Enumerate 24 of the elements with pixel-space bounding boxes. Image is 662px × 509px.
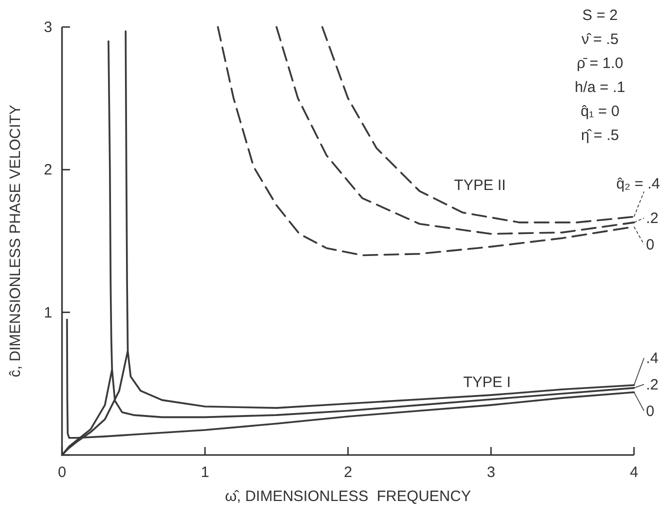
y-tick-label: 3	[44, 19, 52, 36]
text: S = 2	[582, 7, 618, 24]
annotation: TYPE II	[454, 177, 506, 194]
legend-label: 0	[646, 236, 654, 254]
y-tick-label: 1	[44, 304, 52, 322]
x-axis-title: ω̂, DIMENSIONLESS FREQUENCY	[225, 488, 471, 505]
annotation: ν̂ = .5	[581, 31, 619, 48]
x-tick-label: 3	[486, 464, 496, 481]
annotation: h/a = .1	[574, 79, 626, 96]
annotation: ρ̄ = 1.0	[576, 55, 624, 72]
annotation: η̂ = .5	[581, 127, 619, 144]
y-axis-title: ĉ, DIMENSIONLESS PHASE VELOCITY	[7, 104, 24, 378]
legend-label: .2	[646, 376, 659, 394]
x-tick-label: 0	[58, 464, 66, 481]
legend-label: .2	[646, 210, 659, 227]
annotation: q̂₁ = 0	[580, 103, 620, 120]
x-tick-label: 2	[344, 464, 352, 481]
y-tick-label: 2	[44, 162, 52, 179]
x-tick-label: 1	[200, 464, 210, 481]
x-tick-label: 4	[630, 464, 638, 481]
series-label: q̂₂ = .4	[616, 176, 660, 193]
annotation: TYPE I	[463, 374, 511, 391]
series-label: .4	[646, 350, 659, 368]
legend-label: 0	[646, 402, 654, 420]
